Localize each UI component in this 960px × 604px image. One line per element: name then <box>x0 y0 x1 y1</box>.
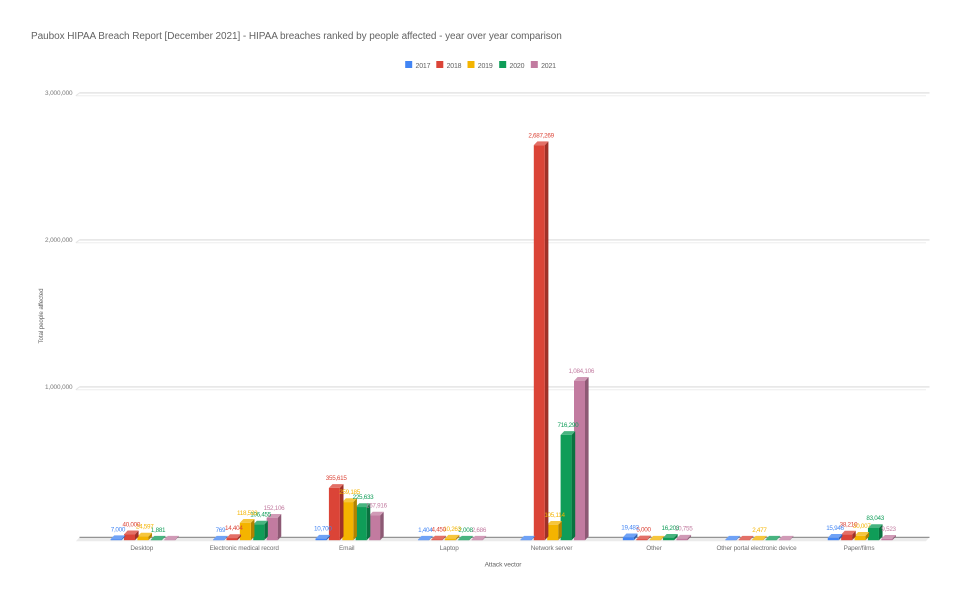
svg-text:167,916: 167,916 <box>366 503 388 510</box>
svg-text:Paper/films: Paper/films <box>844 545 875 552</box>
svg-text:5,000: 5,000 <box>636 527 651 534</box>
svg-text:2,687,269: 2,687,269 <box>528 132 554 139</box>
svg-text:1,404: 1,404 <box>418 527 433 534</box>
svg-text:10,263: 10,263 <box>443 526 461 533</box>
svg-text:1,000,000: 1,000,000 <box>45 384 73 391</box>
svg-text:152,106: 152,106 <box>264 505 286 512</box>
svg-text:3,000,000: 3,000,000 <box>45 90 73 97</box>
svg-text:355,615: 355,615 <box>326 475 348 482</box>
svg-text:2,477: 2,477 <box>752 527 767 534</box>
svg-text:259,185: 259,185 <box>339 489 361 496</box>
svg-text:83,043: 83,043 <box>866 515 884 522</box>
svg-text:2018: 2018 <box>447 63 462 70</box>
svg-text:7,000: 7,000 <box>111 526 126 533</box>
svg-text:16,203: 16,203 <box>662 525 680 532</box>
svg-text:19,482: 19,482 <box>621 524 639 531</box>
svg-text:Attack vector: Attack vector <box>485 562 523 569</box>
svg-text:2020: 2020 <box>510 63 525 70</box>
svg-text:225,633: 225,633 <box>353 494 375 501</box>
svg-text:Paubox HIPAA Breach Report [De: Paubox HIPAA Breach Report [December 202… <box>31 31 562 42</box>
svg-text:1,084,106: 1,084,106 <box>569 368 595 375</box>
svg-text:716,290: 716,290 <box>557 422 579 429</box>
svg-text:24,597: 24,597 <box>136 524 154 531</box>
svg-text:106,455: 106,455 <box>250 512 272 519</box>
svg-text:38,210: 38,210 <box>840 522 858 529</box>
svg-text:10,755: 10,755 <box>675 526 693 533</box>
svg-text:2019: 2019 <box>478 63 493 70</box>
svg-text:769: 769 <box>216 527 226 534</box>
svg-text:2,686: 2,686 <box>472 527 487 534</box>
svg-text:2,008: 2,008 <box>458 527 473 534</box>
svg-text:40,000: 40,000 <box>123 521 141 528</box>
svg-text:2,000,000: 2,000,000 <box>45 237 73 244</box>
svg-text:Total people affected: Total people affected <box>38 288 45 344</box>
svg-text:Other: Other <box>646 545 662 552</box>
svg-text:Email: Email <box>339 545 354 552</box>
svg-text:118,533: 118,533 <box>237 510 258 517</box>
svg-text:4,450: 4,450 <box>432 527 447 534</box>
svg-text:Laptop: Laptop <box>440 545 459 552</box>
svg-text:105,114: 105,114 <box>544 512 565 519</box>
svg-text:Desktop: Desktop <box>130 545 153 552</box>
svg-text:2017: 2017 <box>416 63 431 70</box>
svg-text:1,881: 1,881 <box>151 527 166 534</box>
svg-text:Network server: Network server <box>531 545 574 552</box>
svg-text:Other portal electronic device: Other portal electronic device <box>716 545 797 552</box>
svg-text:15,946: 15,946 <box>826 525 844 532</box>
svg-text:Electronic medical record: Electronic medical record <box>210 545 280 552</box>
svg-text:30,007: 30,007 <box>853 523 871 530</box>
svg-text:2021: 2021 <box>541 63 556 70</box>
svg-text:9,523: 9,523 <box>881 526 896 533</box>
svg-text:10,700: 10,700 <box>314 526 332 533</box>
svg-text:14,404: 14,404 <box>225 525 243 532</box>
